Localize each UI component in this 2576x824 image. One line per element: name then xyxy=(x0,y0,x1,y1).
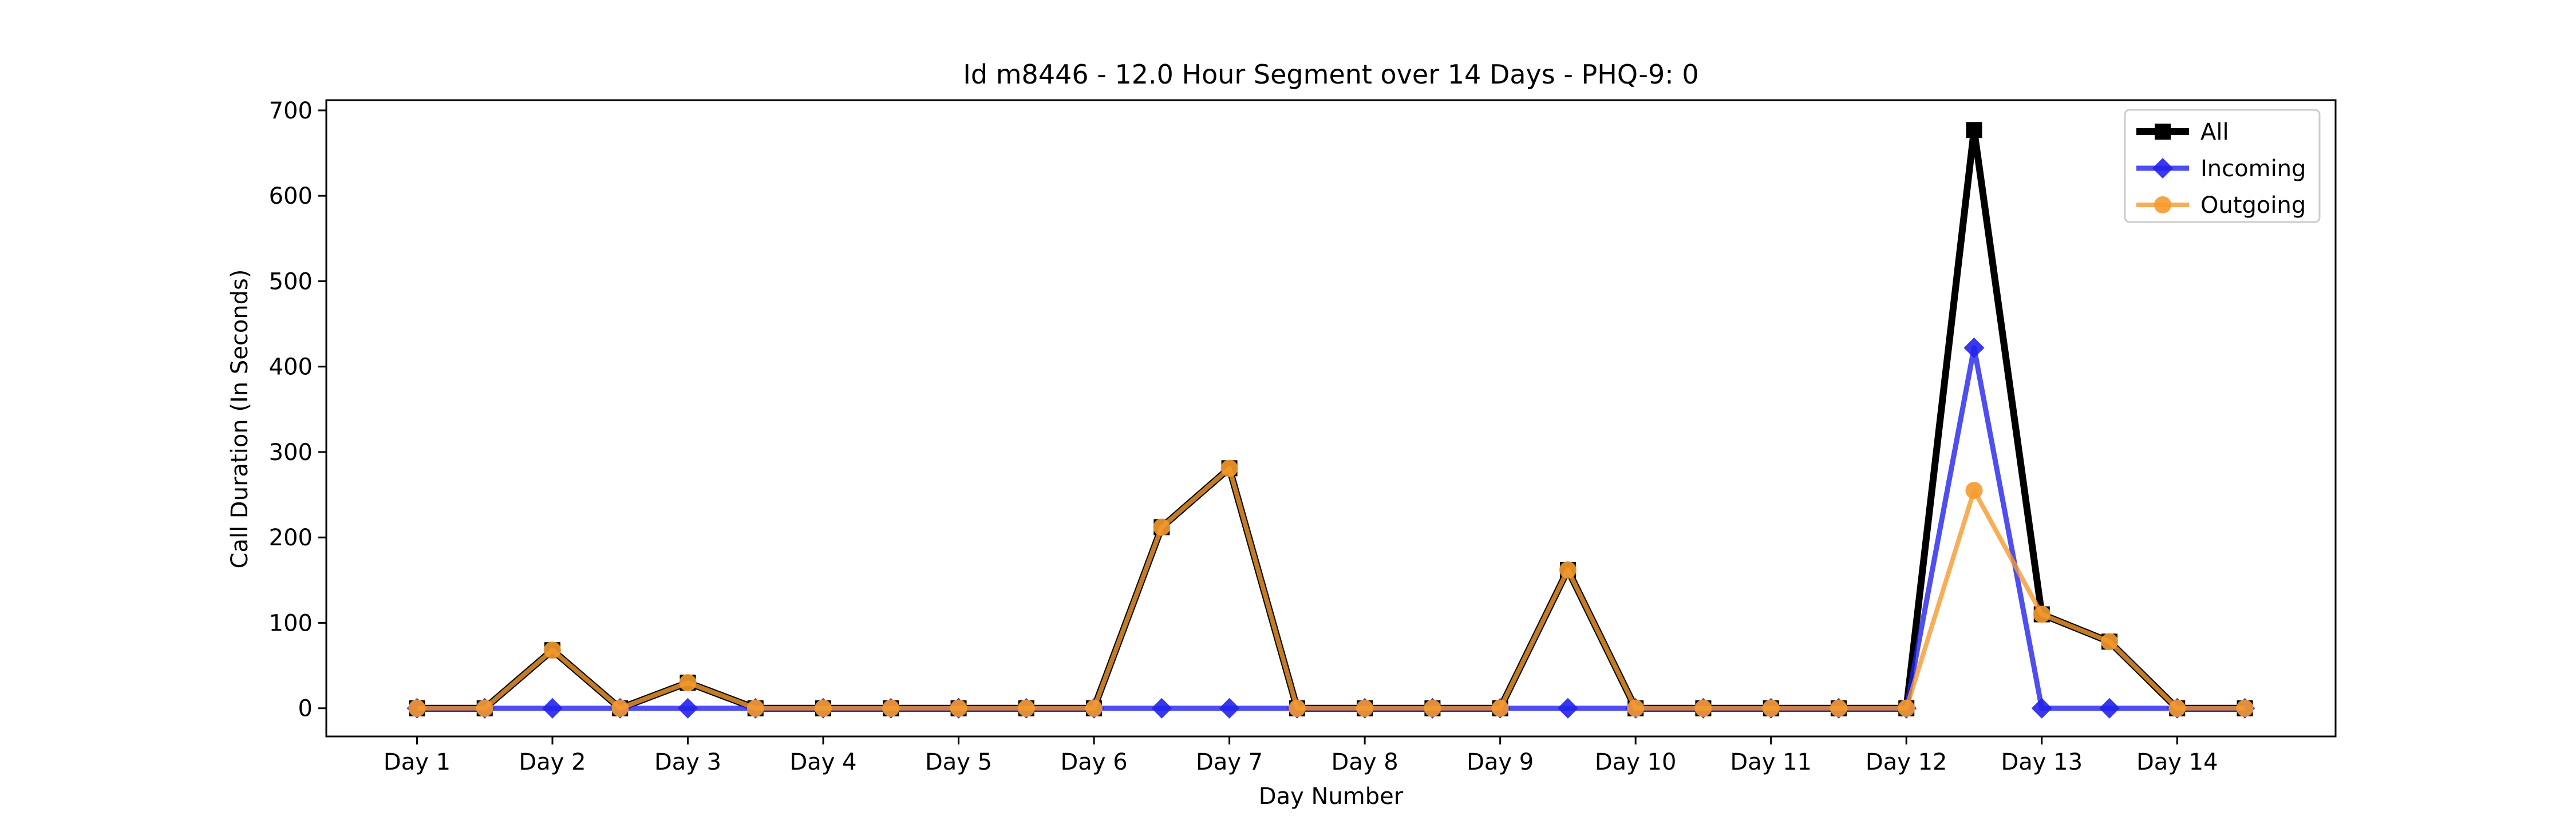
data-point-outgoing xyxy=(679,674,697,691)
legend-marker xyxy=(2152,158,2173,179)
x-tick-label: Day 12 xyxy=(1866,749,1947,775)
data-point-incoming xyxy=(1151,698,1172,719)
legend-marker xyxy=(2155,124,2171,140)
data-point-outgoing xyxy=(2033,605,2050,623)
data-point-outgoing xyxy=(1559,561,1577,579)
y-axis: 0 100 200 300 400 500 600 700 xyxy=(269,98,326,722)
y-tick-label: 0 xyxy=(298,696,313,722)
data-point-outgoing xyxy=(1762,699,1780,717)
legend-frame xyxy=(2124,109,2321,223)
y-tick-label: 500 xyxy=(269,268,313,295)
x-tick-label: Day 9 xyxy=(1467,749,1534,775)
data-point-all xyxy=(1966,122,1982,138)
data-point-outgoing xyxy=(1965,482,1983,500)
data-point-incoming xyxy=(542,698,563,719)
data-point-incoming xyxy=(1219,698,1240,719)
data-point-outgoing xyxy=(2236,699,2254,717)
legend-entry-outgoing: Outgoing xyxy=(2136,192,2306,219)
data-point-incoming xyxy=(2099,698,2120,719)
y-tick-label: 100 xyxy=(269,610,313,636)
y-tick-label: 400 xyxy=(269,354,313,381)
y-tick-label: 600 xyxy=(269,183,313,209)
legend-label: Outgoing xyxy=(2200,192,2306,219)
legend-marker xyxy=(2154,196,2171,213)
x-axis-label: Day Number xyxy=(1259,783,1404,810)
data-point-outgoing xyxy=(408,699,426,717)
x-tick-label: Day 7 xyxy=(1196,749,1263,775)
data-point-outgoing xyxy=(1898,699,1915,717)
series-line-incoming xyxy=(417,345,2245,711)
series-incoming xyxy=(406,337,2255,719)
data-point-outgoing xyxy=(2168,699,2186,717)
data-point-outgoing xyxy=(2101,633,2119,651)
legend-label: Incoming xyxy=(2200,156,2306,182)
data-point-outgoing xyxy=(1491,699,1509,717)
y-axis-label: Call Duration (In Seconds) xyxy=(227,270,253,569)
x-tick-label: Day 13 xyxy=(2001,749,2083,775)
y-tick-label: 300 xyxy=(269,439,313,466)
x-tick-label: Day 10 xyxy=(1595,749,1677,775)
x-tick-label: Day 11 xyxy=(1730,749,1812,775)
data-point-outgoing xyxy=(1017,699,1035,717)
x-tick-label: Day 3 xyxy=(654,749,721,775)
data-point-outgoing xyxy=(1830,699,1847,717)
x-tick-label: Day 2 xyxy=(519,749,586,775)
x-tick-label: Day 8 xyxy=(1332,749,1398,775)
data-point-outgoing xyxy=(476,699,493,717)
data-point-outgoing xyxy=(1153,518,1171,536)
x-axis: Day 1 Day 2 Day 3 Day 4 Day 5 Day 6 Day 7 Day 8… xyxy=(384,736,2218,775)
legend-entry-all: All xyxy=(2136,119,2229,145)
data-point-outgoing xyxy=(882,699,900,717)
x-tick-label: Day 6 xyxy=(1061,749,1128,775)
x-tick-label: Day 14 xyxy=(2136,749,2218,775)
x-tick-label: Day 5 xyxy=(925,749,992,775)
series-all xyxy=(409,122,2253,716)
series-outgoing xyxy=(408,459,2254,717)
data-point-outgoing xyxy=(1356,699,1374,717)
series-line-outgoing xyxy=(417,466,2245,711)
data-point-incoming xyxy=(1963,337,1985,358)
legend-entry-incoming: Incoming xyxy=(2136,156,2306,182)
data-point-incoming xyxy=(677,698,698,719)
chart-title: Id m8446 - 12.0 Hour Segment over 14 Day… xyxy=(963,59,1698,90)
data-point-outgoing xyxy=(543,641,561,659)
data-point-outgoing xyxy=(746,699,764,717)
data-point-outgoing xyxy=(611,699,629,717)
series-line-all xyxy=(417,126,2245,712)
legend-label: All xyxy=(2200,119,2229,145)
data-point-outgoing xyxy=(1288,699,1306,717)
data-point-incoming xyxy=(1557,698,1578,719)
data-point-outgoing xyxy=(1627,699,1645,717)
data-point-outgoing xyxy=(815,699,832,717)
data-point-outgoing xyxy=(1220,459,1238,477)
series-layer xyxy=(406,122,2255,719)
y-tick-label: 200 xyxy=(269,525,313,551)
legend: All Incoming Outgoing xyxy=(2124,109,2321,223)
plot-frame xyxy=(325,99,2337,738)
data-point-incoming xyxy=(2031,698,2052,719)
y-tick-label: 700 xyxy=(269,98,313,124)
data-point-outgoing xyxy=(1694,699,1712,717)
x-tick-label: Day 1 xyxy=(384,749,451,775)
data-point-outgoing xyxy=(1424,699,1441,717)
data-point-outgoing xyxy=(1085,699,1103,717)
x-tick-label: Day 4 xyxy=(789,749,856,775)
data-point-outgoing xyxy=(950,699,967,717)
